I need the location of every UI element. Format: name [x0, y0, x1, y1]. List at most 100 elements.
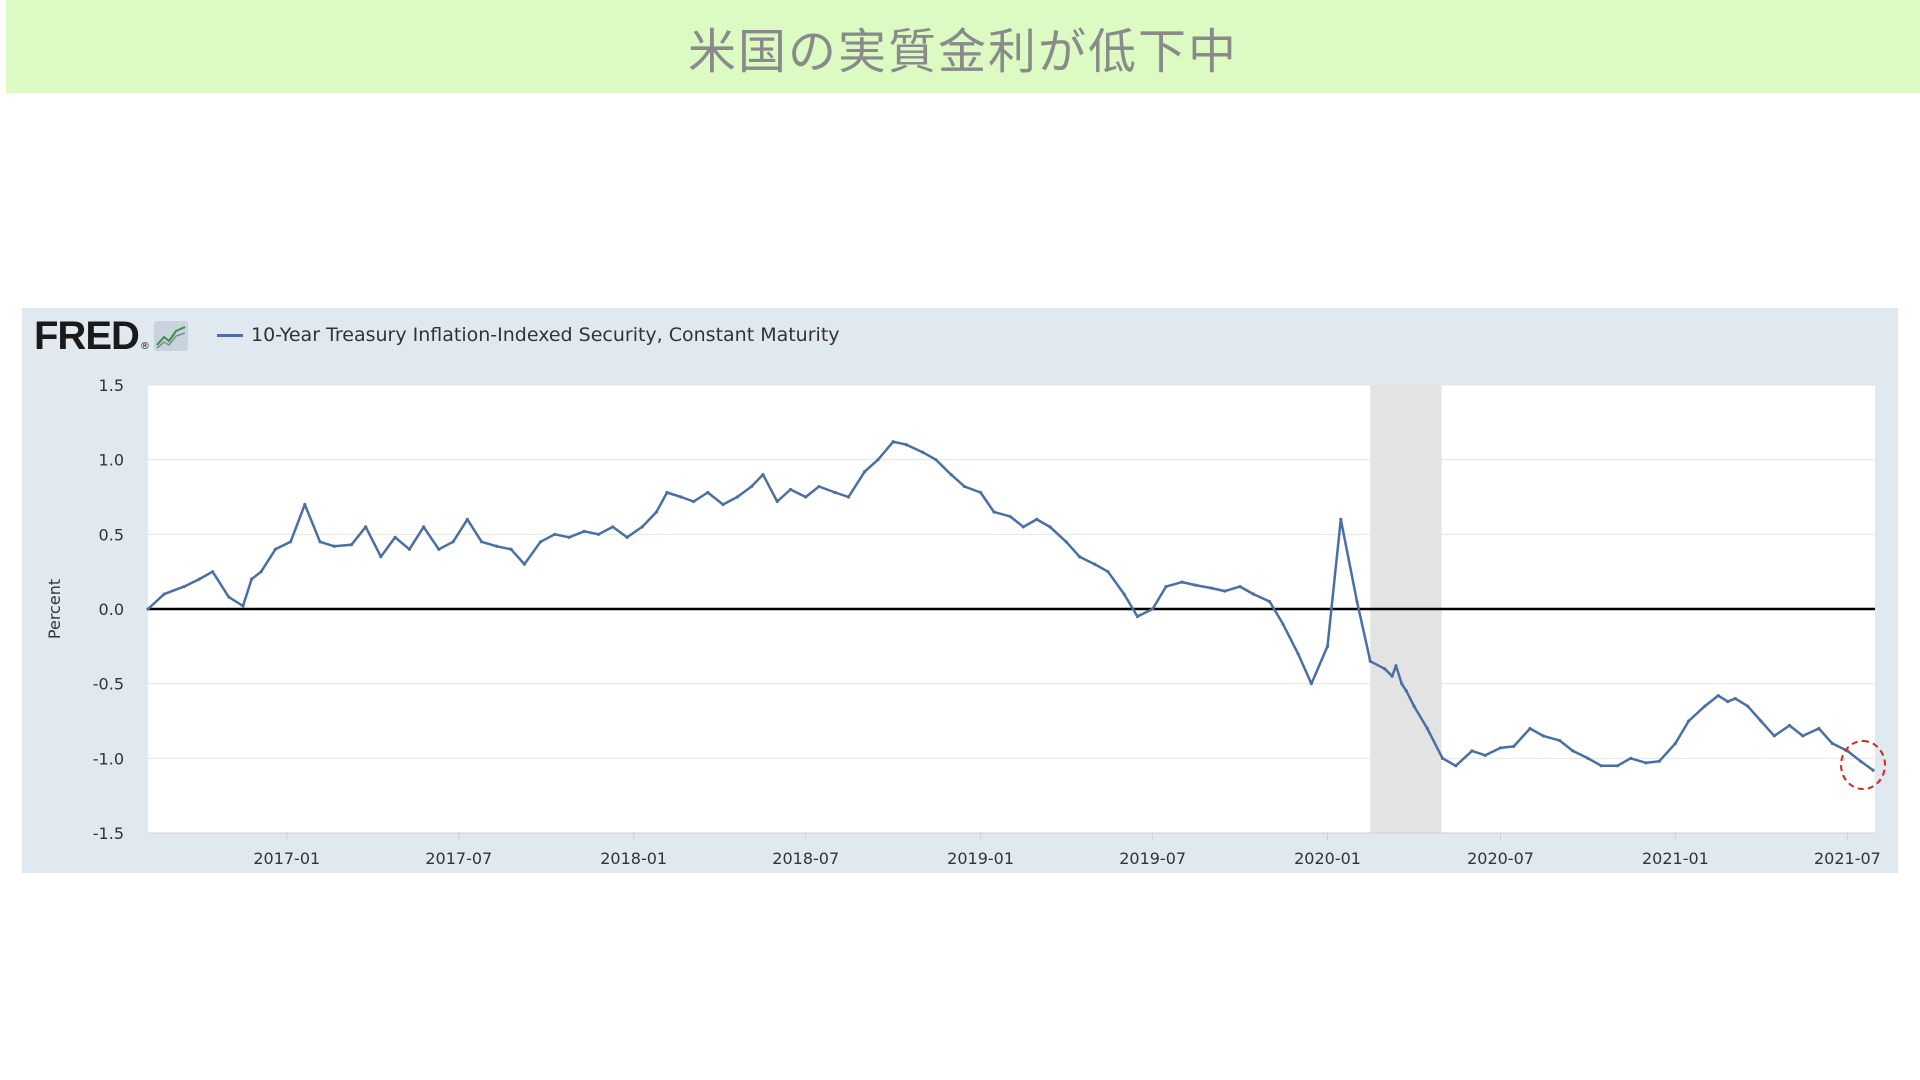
series-point: [1390, 674, 1394, 678]
series-point: [654, 510, 659, 514]
series-point: [775, 499, 779, 504]
series-point: [273, 547, 277, 551]
series-point: [407, 547, 411, 551]
series-point: [1382, 667, 1387, 671]
series-point: [227, 595, 231, 599]
series-point: [451, 540, 455, 544]
registered-mark: ®: [139, 341, 150, 352]
series-point: [962, 484, 967, 489]
x-tick-label: 2020-07: [1467, 849, 1534, 868]
series-point: [611, 525, 615, 529]
series-point: [625, 535, 629, 539]
series-point: [706, 490, 710, 495]
series-point: [211, 570, 215, 574]
series-point: [1135, 614, 1140, 619]
x-tick-label: 2017-01: [253, 849, 320, 868]
series-point: [1355, 599, 1359, 604]
series-point: [761, 473, 765, 477]
x-tick-label: 2021-07: [1814, 849, 1881, 868]
series-point: [1512, 744, 1516, 748]
series-point: [691, 499, 696, 504]
series-point: [422, 525, 426, 529]
y-tick-label: 0.0: [99, 600, 124, 619]
fred-logo[interactable]: FRED ®: [34, 316, 188, 356]
chart-legend: 10-Year Treasury Inflation-Indexed Secur…: [217, 324, 840, 346]
series-point: [640, 525, 644, 529]
fred-logo-text: FRED: [34, 314, 140, 358]
series-point: [1077, 555, 1082, 559]
series-point: [1470, 749, 1474, 753]
y-tick-label: -0.5: [93, 675, 124, 694]
series-point: [1296, 652, 1300, 656]
series-point: [1400, 682, 1404, 686]
y-tick-label: -1.0: [93, 749, 124, 768]
series-point: [364, 525, 368, 529]
series-point: [1644, 761, 1648, 765]
y-tick-label: 0.5: [99, 525, 124, 544]
series-point: [1703, 704, 1707, 708]
series-point: [1629, 756, 1633, 760]
series-point: [749, 484, 754, 489]
series-point: [1267, 599, 1272, 604]
series-point: [1759, 719, 1763, 723]
series-point: [863, 470, 867, 474]
chart-line-icon: [153, 321, 188, 351]
series-point: [1008, 514, 1012, 519]
x-tick-label: 2019-07: [1119, 849, 1186, 868]
series-point: [1801, 734, 1805, 738]
series-point: [349, 543, 354, 547]
series-point: [146, 607, 150, 611]
series-point: [788, 487, 793, 492]
series-point: [1404, 689, 1409, 693]
series-point: [1106, 570, 1110, 574]
y-tick-label: -1.5: [93, 824, 124, 843]
series-point: [1180, 580, 1184, 584]
series-point: [1193, 583, 1198, 587]
series-point: [1673, 741, 1678, 746]
highlight-circle: [1840, 740, 1886, 790]
series-point: [904, 443, 909, 447]
series-point: [1251, 592, 1255, 596]
series-point: [1716, 694, 1720, 698]
series-point: [1412, 704, 1416, 708]
series-point: [437, 547, 441, 551]
series-point: [1599, 764, 1603, 768]
series-point: [332, 544, 336, 548]
series-point: [1830, 741, 1834, 746]
series-point: [1339, 517, 1343, 522]
series-point: [833, 490, 837, 495]
series-point: [817, 484, 821, 489]
series-point: [1164, 585, 1168, 589]
series-point: [1454, 764, 1458, 768]
y-axis-label: Percent: [45, 579, 64, 639]
series-point: [197, 577, 201, 581]
series-point: [1325, 644, 1330, 648]
series-point: [1035, 517, 1039, 522]
series-point: [480, 540, 484, 544]
series-point: [1209, 586, 1214, 590]
y-tick-label: 1.5: [99, 376, 124, 395]
series-point: [1394, 664, 1398, 668]
series-point: [934, 458, 938, 462]
series-point: [1557, 738, 1562, 743]
slide-title: 米国の実質金利が低下中: [687, 23, 1238, 80]
series-point: [596, 532, 601, 536]
series-point: [979, 490, 983, 495]
series-point: [553, 532, 557, 536]
series-point: [1425, 726, 1429, 731]
series-point: [1787, 723, 1792, 728]
series-point: [379, 555, 383, 559]
series-point: [1281, 622, 1285, 626]
series-point: [1571, 749, 1575, 753]
series-point: [1657, 759, 1661, 763]
series-point: [1122, 592, 1126, 596]
x-tick-label: 2019-01: [947, 849, 1014, 868]
y-tick-label: 1.0: [99, 451, 124, 470]
series-point: [250, 577, 254, 581]
series-point: [949, 473, 953, 477]
series-point: [495, 544, 499, 548]
series-point: [303, 502, 307, 507]
series-point: [162, 592, 166, 596]
series-point: [1309, 682, 1313, 686]
